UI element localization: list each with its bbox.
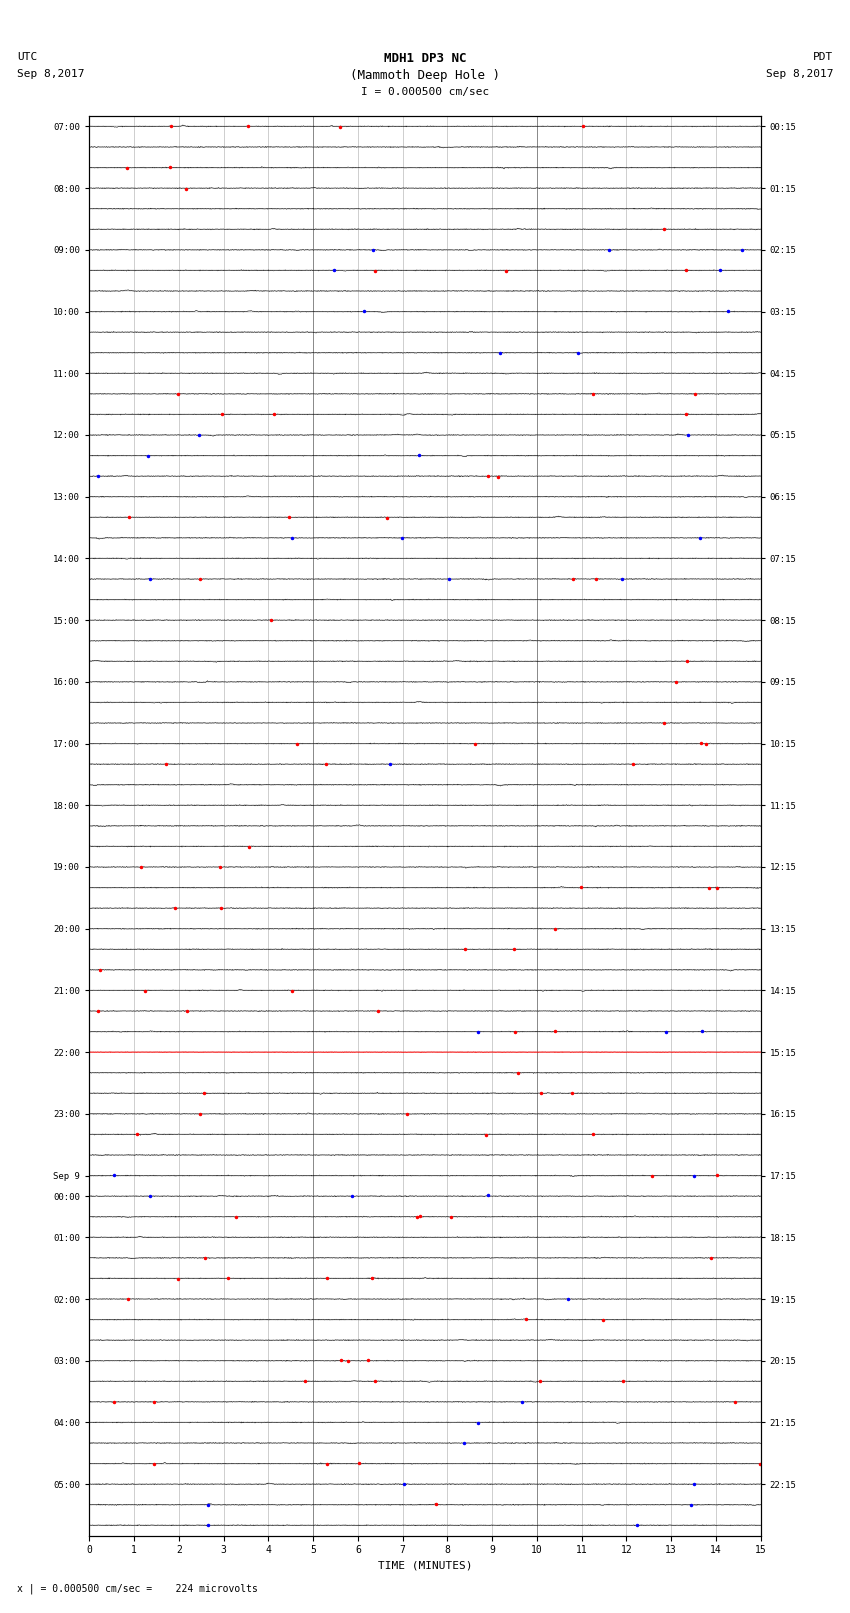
Text: Sep 8,2017: Sep 8,2017 — [766, 69, 833, 79]
Text: UTC: UTC — [17, 52, 37, 61]
Text: Sep 8,2017: Sep 8,2017 — [17, 69, 84, 79]
X-axis label: TIME (MINUTES): TIME (MINUTES) — [377, 1561, 473, 1571]
Text: x | = 0.000500 cm/sec =    224 microvolts: x | = 0.000500 cm/sec = 224 microvolts — [17, 1582, 258, 1594]
Text: (Mammoth Deep Hole ): (Mammoth Deep Hole ) — [350, 69, 500, 82]
Text: PDT: PDT — [813, 52, 833, 61]
Text: I = 0.000500 cm/sec: I = 0.000500 cm/sec — [361, 87, 489, 97]
Text: MDH1 DP3 NC: MDH1 DP3 NC — [383, 52, 467, 65]
